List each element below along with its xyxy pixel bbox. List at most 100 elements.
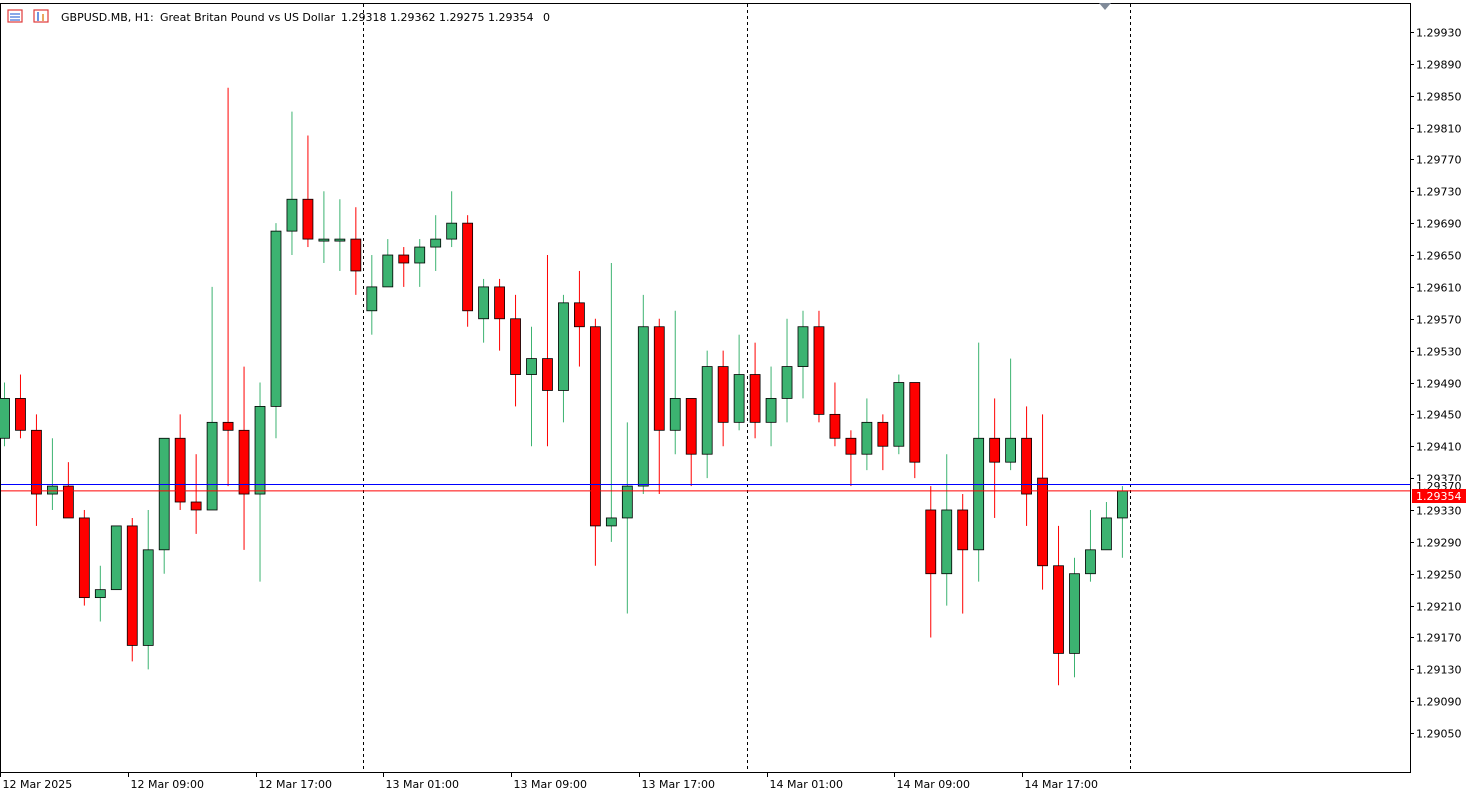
y-tick-label: 1.29530 [1416,346,1462,359]
candle [765,366,777,447]
candle [701,350,713,479]
candle [318,191,330,263]
candle-body [110,525,122,591]
candle-body [685,398,697,455]
candle-body [829,413,841,439]
candle-body [989,437,1001,463]
candle [605,262,617,542]
candle [558,294,569,423]
candle-body [430,238,442,248]
candle [478,278,490,343]
candle [526,326,537,447]
candle [589,318,601,566]
candle [813,310,825,423]
candle-body [366,286,378,312]
candle [893,374,905,455]
candle [717,350,729,447]
candle [861,398,873,471]
candle [270,223,282,439]
candle [62,462,74,519]
shift-marker-icon[interactable] [1099,3,1111,10]
price-axis[interactable]: 1.29930 1.29890 1.29850 1.29810 1.29770 1.297… [1410,27,1462,741]
x-tick-label: 14 Mar 17:00 [1025,778,1098,791]
y-tick-label: 1.29210 [1416,601,1462,614]
menu-icon[interactable] [7,9,23,23]
day-separators [363,4,1131,772]
y-tick-label: 1.29050 [1416,728,1462,741]
candle [653,318,665,495]
candle-body [174,437,186,503]
candle-body [126,525,138,646]
chart-type-icon[interactable] [33,9,49,23]
candle-body [909,382,921,463]
chart-header: GBPUSD.MB, H1: Great Britan Pound vs US … [7,9,550,24]
y-tick-label: 1.29890 [1416,59,1462,72]
candle [973,342,985,582]
candle-body [973,437,985,551]
bid-tag [1412,489,1466,503]
candle-body [206,421,218,511]
candle [925,486,937,638]
candle-body [1085,549,1096,575]
candle [1085,509,1096,582]
candle [1069,557,1080,678]
candle [142,509,154,670]
candle-body [494,286,505,320]
candle [398,247,410,287]
header-symbol: GBPUSD.MB, H1: [61,11,154,24]
candle-body [254,406,266,495]
candle [254,382,266,582]
candle [510,294,521,407]
candle [733,334,745,431]
candle [621,422,633,614]
candle [574,270,585,367]
candle-body [749,374,761,423]
y-tick-label: 1.29450 [1416,409,1462,422]
candle-body [957,509,969,551]
candle [0,382,10,447]
candle-body [142,549,154,646]
candle [110,525,122,591]
candle [430,215,442,271]
candle [1101,502,1112,551]
candle [302,135,314,248]
candle-body [350,238,362,272]
y-tick-label: 1.29410 [1416,441,1462,454]
candle-body [1053,565,1064,654]
candle [222,87,234,487]
time-axis[interactable]: 12 Mar 2025 12 Mar 09:00 12 Mar 17:00 13 Ma… [0,772,1098,791]
y-tick-label: 1.29570 [1416,314,1462,327]
y-tick-label: 1.29490 [1416,378,1462,391]
candle [190,454,202,534]
candle [542,255,553,447]
candle-body [526,358,537,375]
candle-body [589,326,601,527]
candle [781,318,793,423]
candle-body [765,398,777,423]
y-tick-label: 1.29330 [1416,505,1462,518]
candle-body [462,222,474,312]
candle-body [1005,437,1017,463]
candle-body [797,326,809,367]
candle [797,310,809,399]
candle-body [94,589,106,599]
candle-body [845,437,857,455]
y-tick-label: 1.29850 [1416,91,1462,104]
candle [206,286,218,511]
candle [845,430,857,487]
candle [366,255,378,335]
x-tick-label: 12 Mar 17:00 [259,778,332,791]
bid-price-label: 1.29354 [1416,490,1462,503]
x-tick-label: 12 Mar 2025 [3,778,73,791]
candle-body [558,302,569,391]
candle-body [31,429,42,495]
candles-layer [0,87,1128,686]
candle-body [813,326,825,415]
y-tick-label: 1.29690 [1416,218,1462,231]
y-tick-label: 1.29650 [1416,250,1462,263]
candle-body [158,437,170,551]
y-tick-label: 1.29770 [1416,154,1462,167]
candle [1037,414,1048,590]
